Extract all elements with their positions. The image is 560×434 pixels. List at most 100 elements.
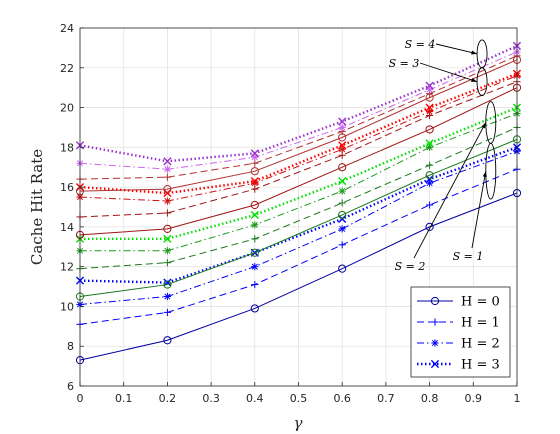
data-point	[426, 161, 434, 169]
data-point	[250, 248, 259, 257]
series-line	[80, 106, 518, 241]
annotation-S3: S = 3	[389, 57, 488, 97]
y-tick-label: 10	[60, 300, 74, 313]
y-tick-label: 18	[60, 141, 74, 154]
legend-box	[410, 286, 511, 378]
data-point	[250, 200, 259, 210]
annotation-arrow	[435, 43, 478, 55]
data-point	[163, 209, 171, 217]
annotation-arrowhead	[471, 50, 478, 55]
data-point	[425, 81, 434, 90]
series-line	[79, 55, 518, 180]
annotation-label: S = 4	[405, 38, 436, 51]
annotation-label: S = 3	[389, 57, 420, 70]
series-line	[79, 59, 518, 192]
legend-label: H = 0	[461, 295, 500, 310]
annotation-S1: S = 1	[453, 142, 497, 263]
data-point	[163, 234, 172, 243]
data-point	[251, 280, 259, 289]
series-line	[79, 44, 518, 163]
data-point	[163, 165, 171, 173]
y-tick-label: 14	[60, 221, 74, 234]
data-point	[163, 280, 172, 289]
data-point	[163, 259, 171, 267]
y-tick-label: 24	[60, 22, 74, 35]
x-tick-label: 0.9	[465, 392, 483, 405]
series-line	[79, 138, 518, 297]
data-point	[425, 103, 434, 112]
data-point	[338, 225, 346, 233]
data-point	[163, 185, 172, 194]
data-point	[426, 201, 434, 209]
data-point	[251, 235, 259, 243]
data-point	[338, 177, 347, 186]
annotation-arrowhead	[482, 171, 487, 178]
data-point	[338, 187, 346, 195]
annotation-arrow	[471, 171, 487, 249]
series-line	[79, 51, 518, 170]
data-point	[251, 153, 259, 161]
data-point	[338, 264, 347, 273]
x-tick-label: 0.5	[290, 392, 308, 405]
data-point	[250, 167, 259, 176]
data-point	[163, 292, 171, 301]
ticks: 0 0.1 0.2 0.3 0.4 0.5 0.6 0.7 0.8 0.9 168101214161…	[60, 22, 521, 405]
x-tick-label: 0.6	[333, 392, 351, 405]
y-tick-label: 20	[60, 102, 74, 115]
x-tick-label: 0.1	[115, 392, 133, 405]
data-point	[338, 210, 347, 220]
series-S3-H3	[75, 69, 522, 198]
legend-marker	[430, 296, 440, 306]
legend-marker	[430, 359, 440, 369]
annotation-label: S = 2	[395, 260, 426, 273]
data-point	[163, 173, 171, 181]
series-line	[79, 75, 518, 202]
series-line	[79, 150, 518, 305]
annotation-arrow	[413, 122, 487, 259]
legend-entry-H1: H = 1	[417, 316, 500, 331]
series-line	[79, 81, 518, 218]
data-point	[250, 177, 259, 186]
y-tick-label: 12	[60, 261, 74, 274]
x-tick-label: 0.8	[421, 392, 439, 405]
annotation-arrowhead	[471, 77, 478, 82]
data-point	[338, 117, 347, 126]
series-layer	[75, 41, 522, 365]
legend-label: H = 2	[461, 337, 500, 352]
y-tick-label: 6	[67, 380, 74, 393]
series-line	[79, 126, 518, 270]
y-axis-title: Cache Hit Rate	[28, 149, 46, 265]
x-tick-label: 0.2	[159, 392, 177, 405]
data-point	[338, 123, 346, 132]
data-point	[163, 224, 172, 233]
y-tick-label: 8	[67, 340, 74, 353]
series-line	[79, 146, 518, 284]
data-point	[163, 157, 172, 166]
legend-entry-H0: H = 0	[417, 295, 500, 310]
legend-entry-H3: H = 3	[417, 358, 500, 373]
legend-marker	[431, 339, 439, 347]
annotation-arrowhead	[481, 122, 486, 129]
series-line	[79, 168, 518, 325]
series-line	[79, 72, 518, 195]
data-point	[425, 222, 434, 231]
data-point	[250, 149, 259, 158]
annotation-arrow	[419, 62, 478, 83]
legend-marker	[431, 318, 439, 326]
series-line	[80, 113, 518, 252]
series-line	[79, 192, 518, 361]
data-point	[250, 210, 259, 220]
data-point	[163, 308, 171, 317]
legend-label: H = 1	[461, 316, 500, 331]
annotation-S2: S = 2	[395, 101, 497, 273]
x-tick-label: 0.7	[377, 392, 395, 405]
data-point	[425, 171, 434, 180]
data-point	[338, 145, 346, 153]
data-point	[338, 241, 346, 249]
x-tick-label: 0.3	[202, 392, 220, 405]
data-point	[338, 141, 347, 150]
annotation-label: S = 1	[453, 250, 484, 263]
data-point	[250, 304, 259, 313]
series-line	[79, 87, 518, 236]
